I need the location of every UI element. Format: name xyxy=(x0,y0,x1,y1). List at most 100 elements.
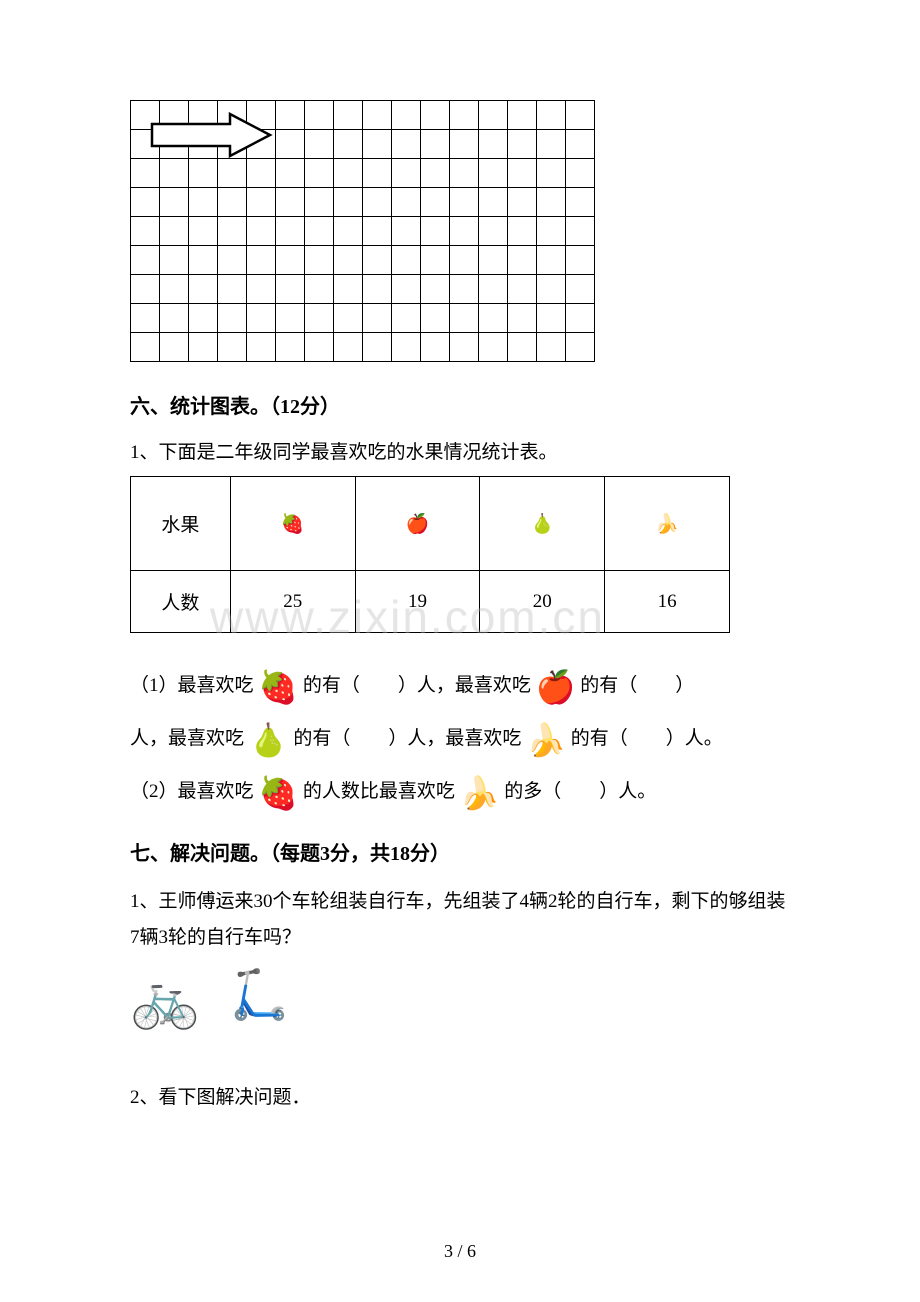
grid-cell xyxy=(450,333,479,362)
strawberry-icon: 🍓 xyxy=(258,777,298,809)
grid-cell xyxy=(160,246,189,275)
grid-cell xyxy=(363,101,392,130)
arrow-icon xyxy=(148,112,273,158)
grid-cell xyxy=(421,217,450,246)
grid-cell xyxy=(305,101,334,130)
grid-cell xyxy=(305,333,334,362)
grid-cell xyxy=(566,246,595,275)
q1-text-a: （1）最喜欢吃 xyxy=(130,675,258,696)
pear-icon: 🍐 xyxy=(249,724,289,756)
q1-text-d: 人，最喜欢吃 xyxy=(130,728,249,749)
grid-cell xyxy=(508,246,537,275)
grid-cell xyxy=(392,333,421,362)
grid-cell xyxy=(566,217,595,246)
fruit-stats-table: 水果 🍓 🍎 🍐 🍌 人数 25 19 20 16 xyxy=(130,476,730,633)
grid-cell xyxy=(363,188,392,217)
grid-cell xyxy=(305,130,334,159)
grid-cell xyxy=(131,333,160,362)
grid-cell xyxy=(247,217,276,246)
grid-cell xyxy=(537,130,566,159)
grid-cell xyxy=(566,275,595,304)
grid-cell xyxy=(421,101,450,130)
grid-cell xyxy=(276,130,305,159)
grid-cell xyxy=(305,275,334,304)
grid-cell xyxy=(450,275,479,304)
fruit-strawberry-icon: 🍓 xyxy=(230,477,355,571)
q2-text-a: （2）最喜欢吃 xyxy=(130,781,258,802)
bicycle-icon: 🚲 xyxy=(130,966,200,1032)
grid-cell xyxy=(392,188,421,217)
grid-cell xyxy=(276,188,305,217)
grid-cell xyxy=(392,217,421,246)
grid-cell xyxy=(508,217,537,246)
grid-cell xyxy=(160,275,189,304)
grid-cell xyxy=(334,275,363,304)
grid-cell xyxy=(537,275,566,304)
grid-cell xyxy=(247,275,276,304)
grid-cell xyxy=(508,188,537,217)
grid-cell xyxy=(479,275,508,304)
grid-cell xyxy=(131,246,160,275)
grid-cell xyxy=(450,159,479,188)
grid-cell xyxy=(334,246,363,275)
grid-cell xyxy=(276,333,305,362)
grid-cell xyxy=(421,246,450,275)
grid-cell xyxy=(334,130,363,159)
grid-cell xyxy=(189,159,218,188)
grid-cell xyxy=(508,101,537,130)
grid-cell xyxy=(421,333,450,362)
grid-cell xyxy=(392,275,421,304)
grid-cell xyxy=(218,188,247,217)
grid-cell xyxy=(421,304,450,333)
grid-cell xyxy=(566,333,595,362)
grid-cell xyxy=(479,159,508,188)
grid-cell xyxy=(160,304,189,333)
grid-cell xyxy=(508,130,537,159)
grid-cell xyxy=(334,217,363,246)
grid-cell xyxy=(276,246,305,275)
apple-icon: 🍎 xyxy=(536,671,576,703)
grid-cell xyxy=(479,130,508,159)
question-1-line-1: （1）最喜欢吃 🍓 的有（ ）人，最喜欢吃 🍎 的有（ ） xyxy=(130,659,790,712)
question-1-line-2: 人，最喜欢吃 🍐 的有（ ）人，最喜欢吃 🍌 的有（ ）人。 xyxy=(130,712,790,765)
grid-cell xyxy=(131,275,160,304)
grid-cell xyxy=(160,159,189,188)
grid-cell xyxy=(566,304,595,333)
section-7-heading: 七、解决问题。（每题3分，共18分） xyxy=(130,837,790,866)
grid-cell xyxy=(537,101,566,130)
grid-cell xyxy=(363,304,392,333)
grid-cell xyxy=(247,159,276,188)
grid-cell xyxy=(276,304,305,333)
grid-cell xyxy=(218,159,247,188)
grid-cell xyxy=(450,246,479,275)
grid-cell xyxy=(218,246,247,275)
grid-cell xyxy=(363,333,392,362)
grid-cell xyxy=(276,275,305,304)
grid-cell xyxy=(566,188,595,217)
grid-cell xyxy=(276,101,305,130)
section-7-q2: 2、看下图解决问题． xyxy=(130,1080,790,1116)
q2-text-b: 的人数比最喜欢吃 xyxy=(303,781,460,802)
grid-cell xyxy=(392,159,421,188)
grid-cell xyxy=(537,188,566,217)
grid-cell xyxy=(537,159,566,188)
grid-cell xyxy=(305,159,334,188)
grid-cell xyxy=(450,304,479,333)
grid-cell xyxy=(537,217,566,246)
question-2-line: （2）最喜欢吃 🍓 的人数比最喜欢吃 🍌 的多（ ）人。 xyxy=(130,765,790,818)
grid-cell xyxy=(160,333,189,362)
grid-cell xyxy=(334,333,363,362)
section-6-heading: 六、统计图表。（12分） xyxy=(130,390,790,419)
grid-cell xyxy=(479,333,508,362)
grid-cell xyxy=(218,217,247,246)
grid-cell xyxy=(479,246,508,275)
grid-cell xyxy=(421,275,450,304)
grid-cell xyxy=(218,333,247,362)
grid-cell xyxy=(363,159,392,188)
q1-text-c: 的有（ ） xyxy=(580,675,694,696)
grid-cell xyxy=(334,101,363,130)
grid-cell xyxy=(421,130,450,159)
grid-cell xyxy=(276,159,305,188)
tricycle-icon: 🛴 xyxy=(230,966,290,1032)
grid-cell xyxy=(537,246,566,275)
